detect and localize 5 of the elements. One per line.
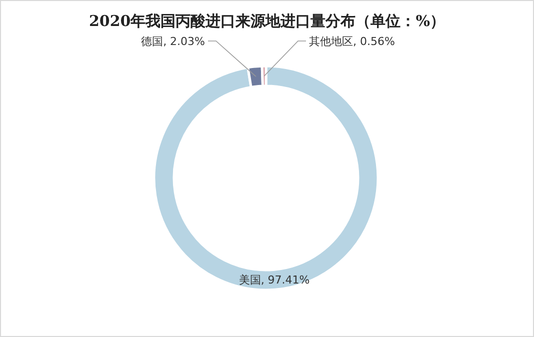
chart-title: 2020年我国丙酸进口来源地进口量分布（单位：%）	[88, 12, 446, 30]
slice-label: 其他地区, 0.56%	[309, 35, 395, 48]
donut-slice	[152, 64, 380, 292]
slice-label: 德国, 2.03%	[141, 35, 205, 48]
slice-label: 美国, 97.41%	[238, 274, 310, 287]
